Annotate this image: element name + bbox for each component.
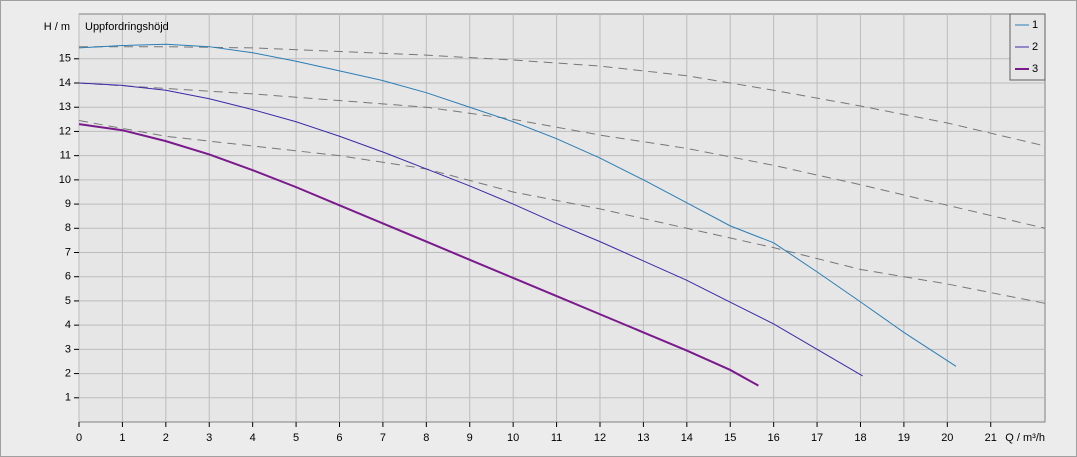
y-tick-label: 3 [65, 343, 71, 355]
x-tick-label: 13 [637, 432, 649, 444]
pump-curve [78, 43, 957, 367]
plot-area [78, 13, 1046, 423]
y-tick-label: 5 [65, 295, 71, 307]
grid: 0 1 2 3 4 5 6 7 8 9 10 11 12 13 14 15 16 17 18 19 20 21123456… [59, 14, 1045, 444]
x-tick-label: 11 [551, 432, 562, 444]
y-tick-label: 7 [65, 246, 71, 258]
system-curve [79, 46, 1046, 147]
y-tick-label: 11 [60, 150, 71, 162]
system-curve [78, 82, 1046, 229]
y-tick-label: 12 [59, 125, 71, 137]
x-tick-label: 16 [768, 432, 780, 444]
y-tick-label: 8 [65, 222, 71, 234]
x-tick-label: 12 [594, 432, 606, 444]
pump-curve [78, 82, 863, 377]
x-tick-label: 9 [467, 432, 473, 444]
legend-label: 2 [1032, 41, 1038, 53]
legend-label: 1 [1032, 19, 1038, 31]
y-tick-label: 14 [59, 77, 71, 89]
x-tick-label: 0 [76, 432, 82, 444]
y-tick-label: 1 [65, 392, 71, 404]
system-curve [78, 120, 1046, 304]
x-tick-label: 6 [336, 432, 342, 444]
x-tick-label: 8 [423, 432, 429, 444]
curves [78, 43, 1046, 387]
y-tick-label: 4 [65, 319, 71, 331]
x-tick-label: 7 [380, 432, 386, 444]
pump-curve [78, 123, 759, 387]
y-tick-label: 15 [59, 53, 71, 65]
y-tick-label: 2 [65, 367, 71, 379]
x-axis-label: Q / m³/h [1005, 432, 1045, 444]
y-tick-label: 9 [65, 198, 71, 210]
x-tick-label: 10 [507, 432, 519, 444]
x-tick-label: 20 [941, 432, 953, 444]
y-axis-label: H / m [44, 21, 70, 33]
x-tick-label: 5 [293, 432, 299, 444]
legend: 1 2 3 [1009, 13, 1046, 81]
x-tick-label: 18 [854, 432, 866, 444]
x-tick-label: 1 [119, 432, 125, 444]
y-tick-label: 10 [59, 174, 71, 186]
x-tick-label: 2 [163, 432, 169, 444]
x-tick-label: 3 [206, 432, 212, 444]
y-tick-label: 13 [59, 101, 71, 113]
x-tick-label: 15 [724, 432, 736, 444]
x-tick-label: 4 [250, 432, 256, 444]
y-tick-label: 6 [65, 271, 71, 283]
x-tick-label: 14 [681, 432, 693, 444]
x-tick-label: 19 [898, 432, 910, 444]
x-tick-label: 21 [985, 432, 997, 444]
chart-title: Uppfordringshöjd [85, 21, 169, 33]
x-tick-label: 17 [811, 432, 823, 444]
legend-label: 3 [1032, 63, 1038, 75]
